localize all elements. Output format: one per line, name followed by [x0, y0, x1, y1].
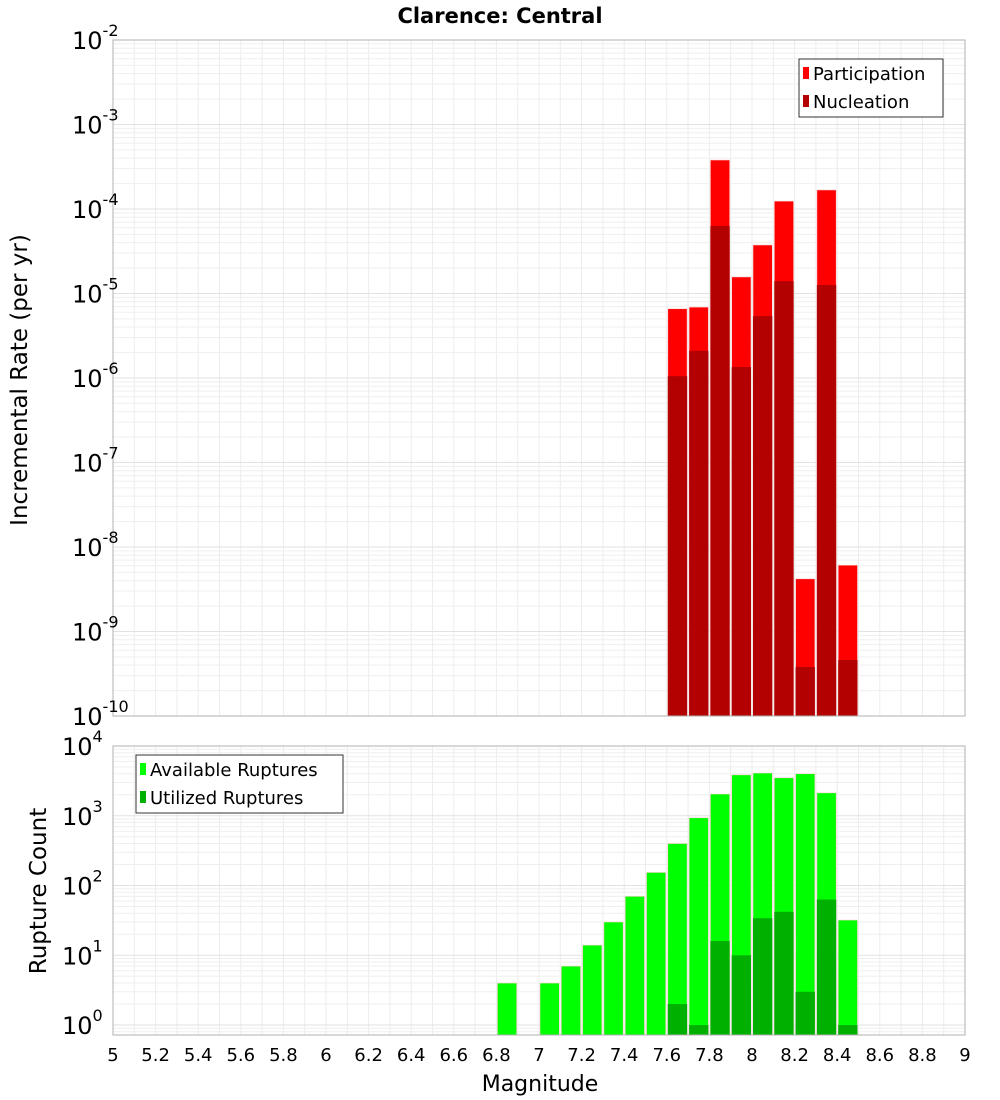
top-y-tick-label: 10-7	[72, 444, 119, 478]
x-tick-label: 7.8	[695, 1045, 724, 1066]
bottom-bar-utilized-ruptures	[753, 918, 773, 1035]
bottom-y-tick-label: 100	[62, 1006, 103, 1040]
top-y-tick-label: 10-10	[72, 697, 129, 731]
top-y-tick-label: 10-8	[72, 528, 119, 562]
bottom-plot-frame	[112, 745, 966, 1036]
bottom-bar-available-ruptures	[624, 896, 645, 1036]
x-tick-label: 6	[320, 1045, 331, 1066]
top-bar-nucleation	[838, 659, 858, 716]
x-tick-label: 6.2	[354, 1045, 383, 1066]
bottom-bar-utilized-ruptures	[774, 911, 794, 1035]
bottom-y-tick-label: 104	[62, 727, 103, 761]
top-bar-nucleation	[753, 316, 773, 716]
top-y-tick-label: 10-3	[72, 106, 119, 140]
x-tick-label: 7.4	[610, 1045, 639, 1066]
bottom-bar-utilized-ruptures	[667, 1004, 688, 1035]
bottom-bar-available-ruptures	[688, 817, 709, 1036]
bottom-legend-swatch	[140, 791, 146, 803]
x-tick-label: 8.2	[780, 1045, 809, 1066]
bottom-y-tick-label: 102	[62, 867, 103, 901]
bottom-bar-available-ruptures	[582, 944, 603, 1036]
top-bar-nucleation	[731, 366, 751, 716]
x-tick-label: 6.4	[397, 1045, 426, 1066]
x-tick-label: 5	[107, 1045, 118, 1066]
top-y-axis-label: Incremental Rate (per yr)	[7, 234, 33, 526]
bottom-y-tick-label: 101	[62, 936, 103, 970]
top-legend-swatch	[803, 67, 809, 79]
x-axis-label: Magnitude	[482, 1072, 599, 1097]
bottom-bar-available-ruptures	[497, 982, 517, 1036]
top-legend-label: Participation	[813, 64, 925, 85]
top-y-tick-label: 10-9	[72, 613, 119, 647]
top-bar-nucleation	[774, 281, 794, 716]
x-tick-label: 8	[746, 1045, 757, 1066]
bottom-bar-utilized-ruptures	[838, 1025, 858, 1035]
bottom-y-tick-label: 103	[62, 797, 103, 831]
x-tick-label: 9	[959, 1045, 970, 1066]
x-tick-label: 5.6	[226, 1045, 255, 1066]
bottom-legend-swatch	[140, 763, 146, 775]
top-legend	[798, 58, 944, 118]
bottom-bar-utilized-ruptures	[816, 899, 837, 1035]
bottom-bar-utilized-ruptures	[710, 941, 730, 1035]
top-y-tick-label: 10-2	[72, 21, 119, 55]
bottom-bar-available-ruptures	[560, 965, 581, 1036]
top-y-tick-label: 10-6	[72, 359, 119, 393]
x-tick-label: 7.2	[567, 1045, 596, 1066]
x-tick-label: 8.6	[865, 1045, 894, 1066]
top-bar-nucleation	[795, 667, 815, 716]
top-bar-nucleation	[667, 376, 688, 716]
x-tick-label: 5.2	[141, 1045, 170, 1066]
bottom-legend	[135, 754, 344, 814]
bottom-legend-label: Utilized Ruptures	[150, 788, 303, 809]
top-bar-nucleation	[710, 225, 730, 716]
x-tick-label: 6.8	[482, 1045, 511, 1066]
bottom-bar-utilized-ruptures	[795, 991, 815, 1035]
bottom-bar-available-ruptures	[837, 919, 858, 1036]
top-legend-label: Nucleation	[813, 92, 909, 113]
x-tick-label: 8.8	[908, 1045, 937, 1066]
top-y-tick-label: 10-5	[72, 275, 119, 309]
bottom-bar-utilized-ruptures	[731, 955, 751, 1035]
x-tick-label: 6.6	[439, 1045, 468, 1066]
x-tick-label: 5.8	[269, 1045, 298, 1066]
bottom-legend-label: Available Ruptures	[150, 760, 318, 781]
top-plot-frame	[112, 39, 966, 717]
top-bar-nucleation	[816, 285, 837, 716]
bottom-bar-available-ruptures	[646, 872, 667, 1036]
bottom-bar-available-ruptures	[539, 982, 560, 1036]
top-legend-swatch	[803, 95, 809, 107]
x-tick-label: 7	[533, 1045, 544, 1066]
chart-title: Clarence: Central	[397, 4, 602, 28]
top-bar-nucleation	[689, 350, 709, 716]
x-tick-label: 8.4	[823, 1045, 852, 1066]
bottom-y-axis-label: Rupture Count	[26, 808, 52, 974]
bottom-bar-available-ruptures	[603, 921, 624, 1036]
x-tick-label: 5.4	[184, 1045, 213, 1066]
bottom-bar-utilized-ruptures	[689, 1025, 709, 1035]
top-y-tick-label: 10-4	[72, 190, 119, 224]
x-tick-label: 7.6	[652, 1045, 681, 1066]
